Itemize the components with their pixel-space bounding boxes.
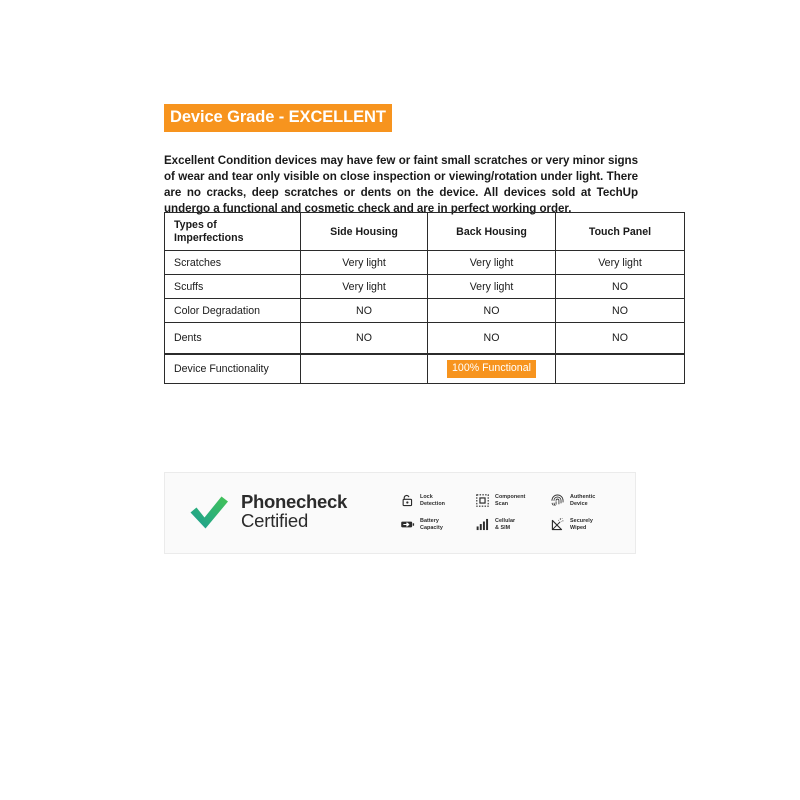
- brand-line-2: Certified: [241, 510, 309, 531]
- cell-scratches-touch-panel: Very light: [555, 250, 685, 275]
- row-label-device-functionality: Device Functionality: [164, 353, 301, 384]
- lock-open-icon: [402, 494, 413, 507]
- feature-label: Lock Detection: [420, 493, 446, 507]
- cell-scratches-back-housing: Very light: [427, 250, 556, 275]
- feature-lock-detection: Lock Detection: [400, 493, 475, 508]
- row-label-scratches: Scratches: [164, 250, 301, 275]
- fingerprint-icon: [551, 494, 564, 506]
- cell-color-degradation-side-housing: NO: [300, 298, 428, 323]
- feature-label: Securely Wiped: [570, 517, 593, 531]
- phonecheck-certification-panel: Phonecheck Certified Lock Detection: [164, 472, 636, 554]
- cell-scuffs-touch-panel: NO: [555, 274, 685, 299]
- table-header-row: Types of Imperfections Side Housing Back…: [164, 212, 685, 251]
- cell-dents-side-housing: NO: [300, 322, 428, 355]
- feature-authentic-device: Authentic Device: [550, 493, 625, 508]
- cell-dents-touch-panel: NO: [555, 322, 685, 355]
- row-label-dents: Dents: [164, 322, 301, 355]
- cell-functionality-side-housing: [300, 353, 428, 384]
- column-header-touch-panel: Touch Panel: [555, 212, 685, 251]
- checkmark-logo-icon: [190, 496, 228, 529]
- phonecheck-brand: Phonecheck Certified: [187, 490, 347, 534]
- table-body: Scratches Very light Very light Very lig…: [164, 250, 685, 384]
- row-label-color-degradation: Color Degradation: [164, 298, 301, 323]
- column-header-types-line1: Types of: [174, 218, 217, 231]
- cell-scuffs-side-housing: Very light: [300, 274, 428, 299]
- column-header-types: Types of Imperfections: [164, 212, 301, 251]
- component-scan-icon: [476, 494, 489, 507]
- page-title-wrap: Device Grade - EXCELLENT: [164, 104, 392, 132]
- page-title: Device Grade - EXCELLENT: [164, 104, 392, 132]
- cell-functionality-touch-panel: [555, 353, 685, 384]
- cell-dents-back-housing: NO: [427, 322, 556, 355]
- signal-bars-icon: [476, 518, 489, 531]
- cell-functionality-back-housing: 100% Functional: [427, 353, 556, 384]
- row-label-scuffs: Scuffs: [164, 274, 301, 299]
- securely-wiped-icon: [551, 518, 564, 531]
- column-header-back-housing: Back Housing: [427, 212, 556, 251]
- feature-label: Component Scan: [495, 493, 526, 507]
- certification-feature-grid: Lock Detection Component Scan: [400, 493, 625, 532]
- imperfections-table: Types of Imperfections Side Housing Back…: [164, 212, 685, 384]
- feature-battery-capacity: Battery Capacity: [400, 517, 475, 532]
- battery-icon: [401, 521, 415, 528]
- feature-component-scan: Component Scan: [475, 493, 550, 508]
- grade-description: Excellent Condition devices may have few…: [164, 153, 638, 216]
- feature-label: Authentic Device: [570, 493, 596, 507]
- feature-cellular-sim: Cellular & SIM: [475, 517, 550, 532]
- column-header-side-housing: Side Housing: [300, 212, 428, 251]
- feature-label: Cellular & SIM: [495, 517, 516, 531]
- status-badge: 100% Functional: [447, 360, 536, 378]
- feature-label: Battery Capacity: [420, 517, 443, 531]
- cell-scratches-side-housing: Very light: [300, 250, 428, 275]
- feature-securely-wiped: Securely Wiped: [550, 517, 625, 532]
- cell-color-degradation-back-housing: NO: [427, 298, 556, 323]
- column-header-types-line2: Imperfections: [174, 231, 244, 244]
- cell-scuffs-back-housing: Very light: [427, 274, 556, 299]
- table-row: Dents NO NO NO: [164, 322, 685, 355]
- table-row: Scuffs Very light Very light NO: [164, 274, 685, 299]
- phonecheck-wordmark: Phonecheck Certified: [241, 491, 347, 531]
- table-head: Types of Imperfections Side Housing Back…: [164, 212, 685, 251]
- cell-color-degradation-touch-panel: NO: [555, 298, 685, 323]
- brand-line-1: Phonecheck: [241, 491, 347, 513]
- table-row: Color Degradation NO NO NO: [164, 298, 685, 323]
- table-row: Scratches Very light Very light Very lig…: [164, 250, 685, 275]
- table-row-device-functionality: Device Functionality 100% Functional: [164, 353, 685, 384]
